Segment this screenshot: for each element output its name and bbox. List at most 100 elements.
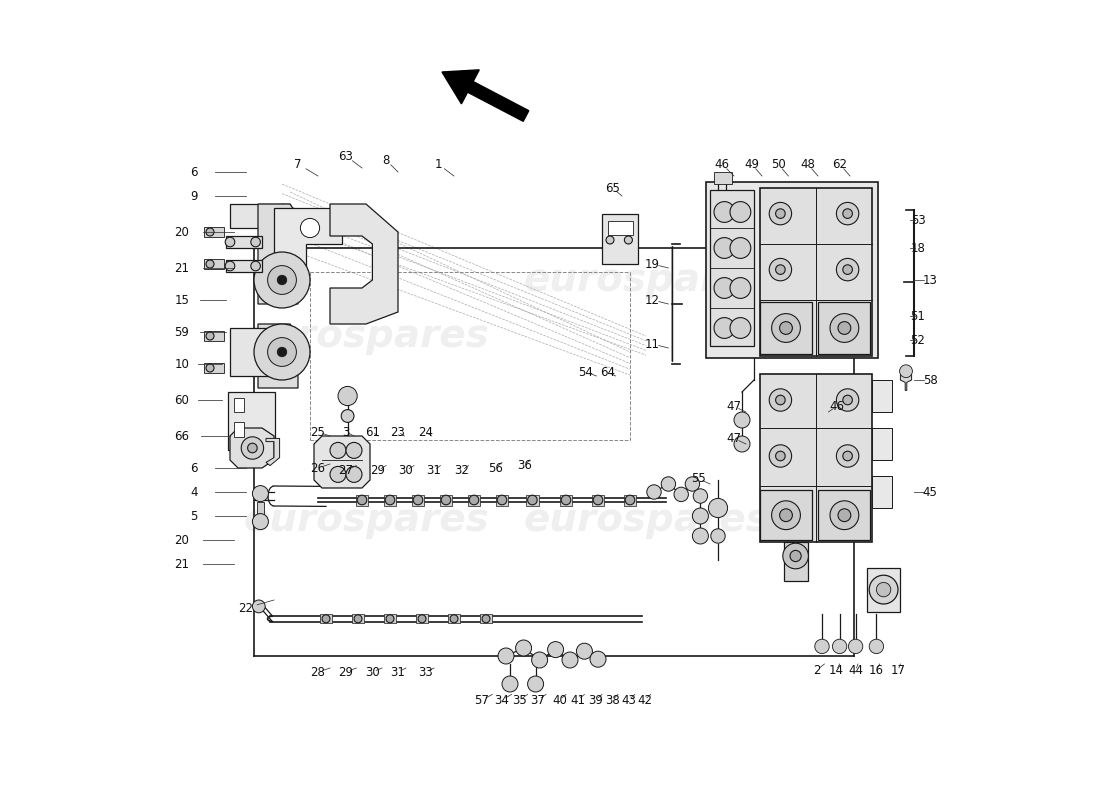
Circle shape xyxy=(776,395,785,405)
Text: 61: 61 xyxy=(365,426,380,438)
Bar xyxy=(205,331,224,341)
Circle shape xyxy=(776,265,785,274)
Polygon shape xyxy=(230,328,290,376)
Circle shape xyxy=(661,477,675,491)
Text: 60: 60 xyxy=(175,394,189,406)
Text: 5: 5 xyxy=(190,510,198,522)
Text: 22: 22 xyxy=(239,602,253,614)
Text: 16: 16 xyxy=(869,664,884,677)
Circle shape xyxy=(769,258,792,281)
Circle shape xyxy=(734,436,750,452)
Circle shape xyxy=(254,324,310,380)
Text: 30: 30 xyxy=(398,464,414,477)
Circle shape xyxy=(776,209,785,218)
Bar xyxy=(468,495,481,506)
Circle shape xyxy=(338,386,358,406)
Text: 1: 1 xyxy=(434,158,442,170)
Polygon shape xyxy=(901,374,912,390)
Text: 10: 10 xyxy=(175,358,189,370)
Circle shape xyxy=(730,318,751,338)
Bar xyxy=(560,495,572,506)
Text: 3: 3 xyxy=(342,426,350,438)
Text: 23: 23 xyxy=(390,426,406,438)
Text: 8: 8 xyxy=(383,154,389,166)
Text: 34: 34 xyxy=(495,694,509,706)
Text: 15: 15 xyxy=(175,294,189,306)
Polygon shape xyxy=(258,324,298,388)
Text: 43: 43 xyxy=(621,694,636,706)
Text: 56: 56 xyxy=(488,462,503,474)
Bar xyxy=(320,614,331,623)
Circle shape xyxy=(252,486,268,502)
Circle shape xyxy=(576,643,593,659)
Text: 47: 47 xyxy=(726,400,741,413)
Text: 6: 6 xyxy=(190,462,198,474)
Circle shape xyxy=(206,260,214,268)
Text: eurospares: eurospares xyxy=(243,317,488,355)
Circle shape xyxy=(790,550,801,562)
Circle shape xyxy=(730,238,751,258)
Circle shape xyxy=(502,676,518,692)
Circle shape xyxy=(838,509,850,522)
Circle shape xyxy=(830,314,859,342)
Circle shape xyxy=(692,528,708,544)
Bar xyxy=(602,214,638,264)
Text: 29: 29 xyxy=(339,666,353,678)
Circle shape xyxy=(561,495,571,505)
Circle shape xyxy=(441,495,451,505)
Circle shape xyxy=(843,451,852,461)
Circle shape xyxy=(769,314,792,337)
Circle shape xyxy=(252,600,265,613)
Circle shape xyxy=(346,442,362,458)
Circle shape xyxy=(877,582,891,597)
Circle shape xyxy=(330,442,346,458)
Text: 20: 20 xyxy=(175,226,189,238)
Circle shape xyxy=(277,347,287,357)
Bar xyxy=(205,363,224,373)
Circle shape xyxy=(385,495,395,505)
Circle shape xyxy=(548,642,563,658)
Circle shape xyxy=(562,652,578,668)
Circle shape xyxy=(780,322,792,334)
Circle shape xyxy=(528,676,543,692)
Circle shape xyxy=(386,615,394,623)
Circle shape xyxy=(277,275,287,285)
Bar xyxy=(760,188,871,356)
Circle shape xyxy=(251,261,261,270)
Text: 65: 65 xyxy=(605,182,619,194)
Text: 11: 11 xyxy=(645,338,660,350)
Text: 21: 21 xyxy=(175,262,189,274)
Bar xyxy=(706,182,878,358)
Circle shape xyxy=(830,501,859,530)
Circle shape xyxy=(769,202,792,225)
Text: 54: 54 xyxy=(579,366,593,378)
Bar xyxy=(592,495,604,506)
Circle shape xyxy=(771,314,801,342)
Bar xyxy=(710,190,754,346)
Text: 27: 27 xyxy=(339,464,353,477)
Text: 40: 40 xyxy=(552,694,567,706)
Circle shape xyxy=(734,412,750,428)
Polygon shape xyxy=(314,436,370,488)
Circle shape xyxy=(776,321,785,330)
Circle shape xyxy=(769,389,792,411)
Bar xyxy=(760,374,871,542)
Text: 41: 41 xyxy=(571,694,585,706)
Circle shape xyxy=(843,507,852,517)
Text: eurospares: eurospares xyxy=(524,261,769,299)
Circle shape xyxy=(498,648,514,664)
Bar xyxy=(205,259,224,269)
Text: 21: 21 xyxy=(175,558,189,570)
Bar xyxy=(352,614,364,623)
Circle shape xyxy=(815,639,829,654)
Text: 28: 28 xyxy=(310,666,326,678)
Bar xyxy=(226,236,262,248)
Circle shape xyxy=(482,615,490,623)
Circle shape xyxy=(838,322,850,334)
Text: 55: 55 xyxy=(691,472,705,485)
Text: 25: 25 xyxy=(310,426,326,438)
Text: 64: 64 xyxy=(601,366,615,378)
Text: 59: 59 xyxy=(175,326,189,338)
Circle shape xyxy=(836,445,859,467)
Text: 44: 44 xyxy=(848,664,864,677)
